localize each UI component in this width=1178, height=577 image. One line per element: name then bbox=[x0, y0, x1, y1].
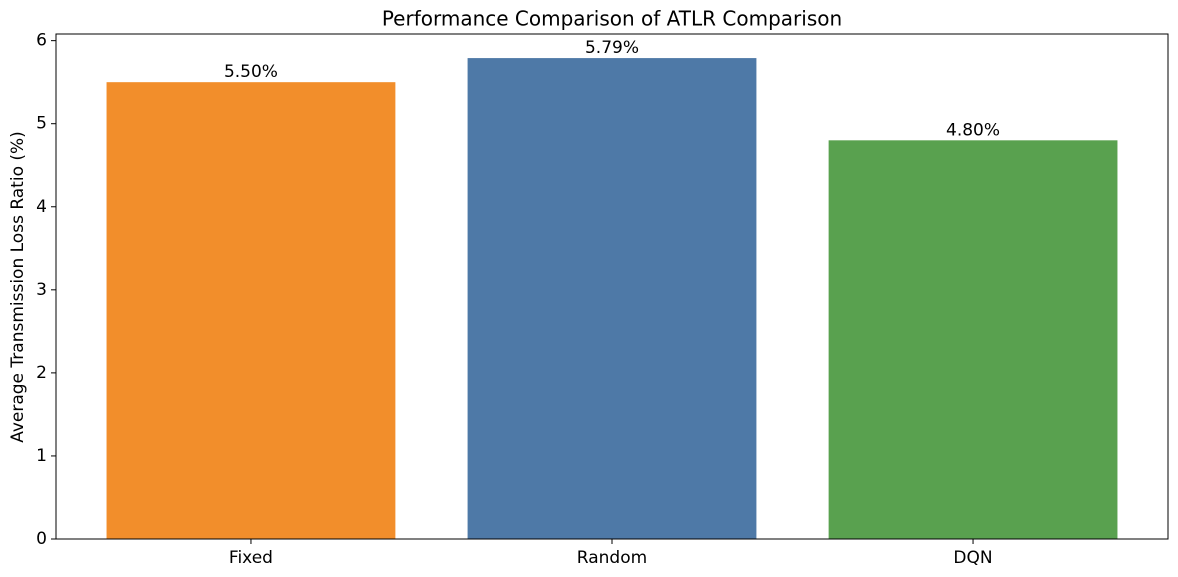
y-axis-label: Average Transmission Loss Ratio (%) bbox=[8, 131, 28, 443]
bar bbox=[828, 140, 1118, 539]
y-tick-label: 0 bbox=[36, 529, 47, 549]
plot-frame bbox=[55, 33, 1169, 540]
value-label: 5.50% bbox=[224, 62, 278, 82]
y-tick-label: 6 bbox=[36, 31, 47, 51]
chart-title: Performance Comparison of ATLR Compariso… bbox=[382, 7, 842, 31]
y-tick-label: 4 bbox=[36, 197, 47, 217]
y-tick-label: 3 bbox=[36, 280, 47, 300]
x-tick-label: DQN bbox=[953, 548, 992, 568]
y-tick-label: 5 bbox=[36, 114, 47, 134]
y-tick-label: 1 bbox=[36, 446, 47, 466]
value-label: 4.80% bbox=[946, 120, 1000, 140]
x-tick-label: Random bbox=[577, 548, 647, 568]
bar bbox=[106, 82, 396, 539]
y-tick-label: 2 bbox=[36, 363, 47, 383]
x-tick-label: Fixed bbox=[229, 548, 273, 568]
bar bbox=[467, 58, 757, 540]
value-label: 5.79% bbox=[585, 38, 639, 58]
